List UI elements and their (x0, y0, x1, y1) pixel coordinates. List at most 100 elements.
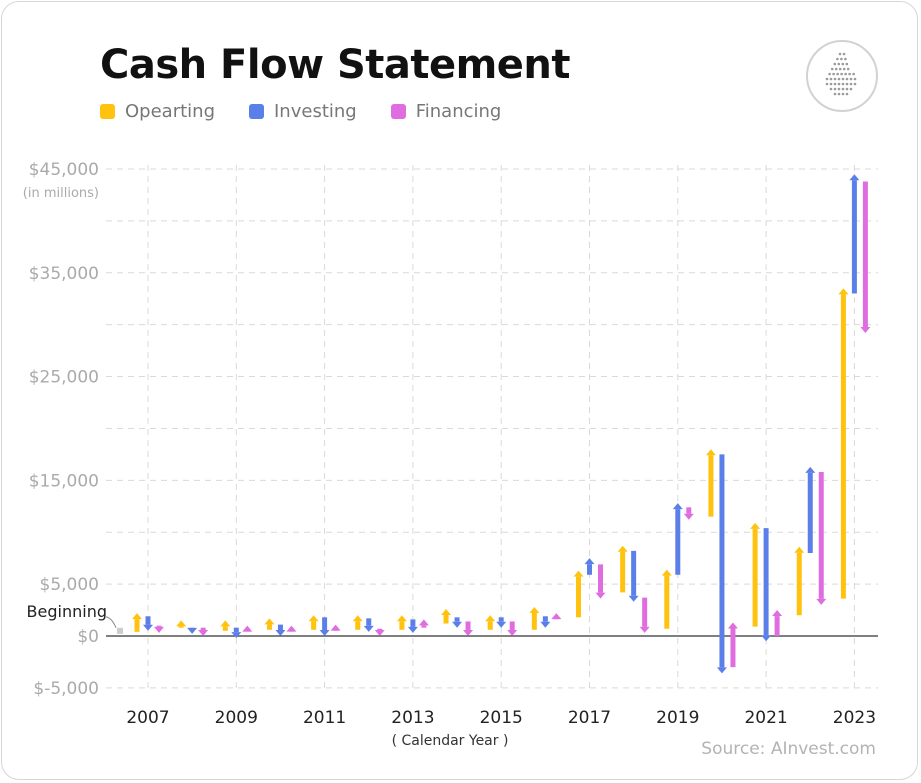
logo-dots (825, 52, 857, 96)
arrow-investing-head (540, 621, 551, 628)
x-tick-label: 2021 (744, 708, 787, 728)
logo-dot (845, 92, 849, 96)
legend-label-investing: Investing (274, 101, 357, 122)
logo-dot (840, 57, 843, 61)
logo-dot (842, 52, 846, 56)
arrow-investing-head (275, 630, 286, 636)
arrow-operating-head (705, 449, 716, 456)
legend-swatch-investing (249, 104, 264, 119)
logo-dot (837, 77, 841, 81)
y-tick-label: $25,000 (29, 368, 99, 388)
logo-dot (833, 82, 837, 86)
arrow-investing-head (363, 625, 374, 632)
y-tick-label: $5,000 (40, 575, 99, 595)
arrow-operating-head (617, 545, 628, 552)
logo-dot (836, 57, 839, 61)
legend-label-operating: Opearting (125, 101, 215, 122)
arrow-investing-head (584, 558, 595, 565)
arrow-investing-head (716, 667, 727, 674)
arrow-investing-head (187, 627, 198, 634)
logo-dot (845, 62, 849, 66)
arrow-investing-head (805, 466, 816, 473)
logo-dot (833, 62, 837, 66)
logo-dot (836, 72, 839, 76)
logo-dot (846, 67, 850, 71)
arrow-operating-head (573, 570, 584, 577)
logo-dot (848, 72, 851, 76)
logo-dot (834, 67, 838, 71)
logo-dot (845, 87, 849, 91)
arrow-financing-head (551, 613, 562, 620)
logo-dot (837, 82, 841, 86)
arrow-investing-head (849, 174, 860, 181)
logo-dot (840, 72, 843, 76)
x-tick-label: 2007 (126, 708, 169, 728)
logo-dot (825, 82, 829, 86)
arrow-investing-head (407, 626, 418, 633)
legend-label-financing: Financing (415, 101, 502, 122)
arrow-financing-head (683, 513, 694, 520)
arrow-financing-head (816, 598, 827, 605)
arrow-operating-head (441, 609, 452, 616)
arrow-financing-head (330, 624, 341, 631)
logo-dot (849, 82, 853, 86)
legend-item-financing: Financing (390, 101, 502, 122)
logo-dot (849, 87, 853, 91)
arrow-financing-head (463, 630, 474, 636)
arrow-financing-head (154, 626, 164, 633)
arrow-financing-head (772, 610, 783, 617)
arrow-operating-head (264, 618, 275, 625)
logo-dot (844, 57, 847, 61)
arrow-investing-head (761, 635, 772, 642)
logo-dot (838, 52, 842, 56)
logo-dot (829, 87, 833, 91)
arrow-investing-head (672, 503, 683, 510)
logo-dot (829, 82, 833, 86)
arrow-investing-head (628, 595, 639, 602)
arrow-operating-head (661, 569, 672, 576)
logo-dot (853, 77, 857, 81)
x-tick-label: 2019 (656, 708, 699, 728)
arrow-financing-head (418, 619, 429, 626)
y-tick-label: $45,000 (29, 160, 99, 180)
arrow-investing-head (143, 624, 153, 631)
arrow-operating-head (794, 546, 805, 553)
arrow-financing-head (507, 630, 518, 636)
arrow-financing-head (595, 592, 606, 599)
beginning-leader-line (105, 616, 117, 629)
arrow-financing-head (860, 326, 871, 333)
logo-dot (845, 77, 849, 81)
logo-dot (837, 87, 841, 91)
x-tick-label: 2017 (568, 708, 611, 728)
logo-dot (838, 67, 842, 71)
logo-dot (833, 87, 837, 91)
arrow-investing-head (231, 632, 242, 639)
logo-dot (828, 72, 831, 76)
droplet-logo-graphic (825, 52, 857, 96)
logo-dot (837, 62, 841, 66)
arrow-investing-head (496, 621, 507, 628)
arrow-financing-head (374, 630, 385, 636)
arrow-operating-head (750, 522, 761, 529)
y-tick-label: $35,000 (29, 264, 99, 284)
logo-dot (841, 82, 845, 86)
logo-dot (853, 82, 857, 86)
logo-dot (852, 72, 855, 76)
legend-swatch-financing (390, 104, 406, 119)
arrow-financing-head (727, 622, 738, 629)
logo-dot (844, 72, 847, 76)
arrow-operating-head (396, 615, 407, 622)
logo-dot (829, 77, 833, 81)
logo-dot (841, 62, 845, 66)
legend-swatch-operating (100, 104, 115, 119)
arrow-operating-head (352, 615, 363, 622)
arrow-financing-head (286, 625, 297, 632)
logo-dot (849, 77, 853, 81)
legend-item-investing: Investing (249, 101, 357, 122)
logo-dot (837, 92, 841, 96)
source-note: Source: AInvest.com (701, 739, 876, 759)
beginning-marker (117, 627, 123, 634)
legend-item-operating: Opearting (100, 101, 215, 122)
logo-dot (841, 92, 845, 96)
